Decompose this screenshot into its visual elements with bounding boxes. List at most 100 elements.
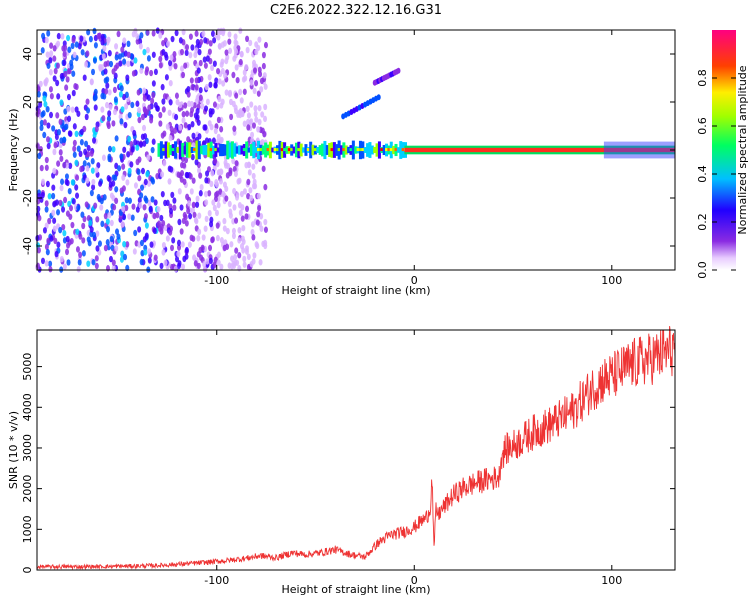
- heatmap-cell: [49, 235, 54, 242]
- heatmap-cell: [349, 148, 353, 152]
- heatmap-cell: [188, 173, 193, 180]
- heatmap-cell: [127, 167, 132, 175]
- heatmap-cell: [44, 77, 49, 84]
- heatmap-cell: [140, 113, 145, 121]
- heatmap-cell: [40, 257, 45, 265]
- heatmap-cell: [256, 90, 261, 97]
- heatmap-cell: [217, 95, 222, 103]
- heatmap-cell: [255, 219, 260, 226]
- heatmap-cell: [106, 36, 111, 44]
- heatmap-cell: [147, 199, 152, 207]
- heatmap-cell: [242, 148, 246, 152]
- heatmap-cell: [166, 40, 171, 47]
- heatmap-cell: [102, 45, 107, 52]
- heatmap-cell: [114, 135, 119, 142]
- heatmap-cell: [213, 256, 218, 263]
- heatmap-cell: [86, 144, 91, 152]
- y-tick-label: 40: [21, 47, 34, 61]
- heatmap-cell: [263, 83, 268, 90]
- heatmap-cell: [234, 247, 239, 254]
- heatmap-cell: [263, 183, 268, 191]
- heatmap-cell: [137, 116, 142, 124]
- heatmap-cell: [190, 83, 195, 91]
- heatmap-cell: [161, 106, 166, 113]
- heatmap-cell: [56, 40, 61, 47]
- heatmap-cell: [396, 147, 400, 153]
- heatmap-cell: [67, 115, 72, 122]
- spectrogram-ylabel: Frequency (Hz): [7, 109, 20, 192]
- heatmap-cell: [45, 51, 50, 58]
- heatmap-cell: [139, 258, 144, 266]
- heatmap-cell: [85, 177, 90, 184]
- heatmap-cell: [161, 219, 166, 227]
- heatmap-cell: [157, 143, 161, 157]
- heatmap-cell: [263, 41, 268, 49]
- heatmap-cell: [358, 148, 362, 152]
- heatmap-cell: [227, 200, 232, 208]
- heatmap-cell: [212, 145, 216, 155]
- heatmap-cell: [152, 227, 157, 235]
- heatmap-cell: [181, 263, 186, 270]
- heatmap-cell: [328, 143, 332, 157]
- heatmap-cell: [173, 127, 178, 134]
- heatmap-cell: [71, 36, 76, 44]
- heatmap-cell: [148, 205, 153, 212]
- spectral-line-core: [404, 147, 675, 153]
- heatmap-cell: [151, 80, 156, 87]
- heatmap-cell: [351, 140, 355, 160]
- heatmap-cell: [169, 144, 173, 156]
- spectral-line-widening: [603, 141, 675, 159]
- heatmap-cell: [258, 259, 263, 266]
- heatmap-cell: [131, 30, 136, 38]
- heatmap-cell: [106, 225, 111, 233]
- heatmap-cell: [158, 62, 163, 69]
- heatmap-cell: [58, 149, 63, 156]
- heatmap-cell: [234, 64, 239, 71]
- heatmap-cell: [133, 182, 138, 189]
- heatmap-cell: [259, 148, 263, 152]
- heatmap-cell: [46, 30, 51, 37]
- heatmap-cell: [219, 263, 224, 270]
- heatmap-cell: [108, 181, 113, 188]
- heatmap-cell: [245, 205, 250, 213]
- heatmap-cell: [67, 46, 72, 53]
- heatmap-cell: [197, 212, 202, 219]
- heatmap-cell: [160, 132, 165, 139]
- heatmap-cell: [53, 237, 58, 245]
- heatmap-cell: [189, 100, 194, 108]
- heatmap-cell: [250, 228, 255, 236]
- heatmap-cell: [126, 40, 131, 48]
- heatmap-cell: [162, 159, 167, 167]
- heatmap-cell: [228, 167, 233, 174]
- heatmap-cell: [213, 82, 218, 89]
- heatmap-cell: [160, 83, 165, 91]
- heatmap-cell: [143, 249, 148, 256]
- spectrogram-ticks: -100 0 100 -40 -20 0 20 40: [21, 30, 675, 287]
- heatmap-cell: [133, 138, 138, 146]
- heatmap-cell: [100, 39, 105, 46]
- heatmap-cell: [195, 140, 199, 160]
- heatmap-cell: [306, 148, 310, 152]
- heatmap-cell: [155, 172, 160, 180]
- heatmap-cell: [40, 47, 45, 54]
- heatmap-cell: [182, 162, 187, 169]
- heatmap-cell: [160, 171, 165, 178]
- heatmap-cell: [335, 144, 339, 156]
- y-tick-label: 20: [21, 95, 34, 109]
- heatmap-cell: [209, 123, 214, 131]
- heatmap-cell: [248, 187, 253, 194]
- colorbar-tick-label: 0.0: [696, 261, 709, 279]
- heatmap-cell: [189, 110, 194, 118]
- heatmap-cell: [78, 150, 83, 158]
- heatmap-cell: [250, 221, 255, 228]
- heatmap-cell: [394, 148, 398, 152]
- heatmap-cell: [82, 160, 87, 167]
- heatmap-cell: [125, 179, 130, 186]
- heatmap-cell: [191, 177, 196, 184]
- heatmap-cell: [214, 148, 218, 152]
- heatmap-cell: [81, 237, 86, 244]
- heatmap-cell: [105, 239, 110, 246]
- heatmap-cell: [41, 110, 46, 117]
- heatmap-cell: [39, 119, 44, 127]
- heatmap-cell: [254, 41, 259, 48]
